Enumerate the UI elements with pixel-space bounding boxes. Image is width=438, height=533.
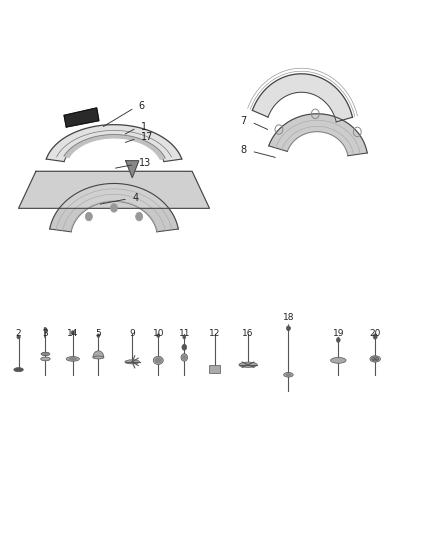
Ellipse shape: [153, 356, 163, 365]
Ellipse shape: [71, 330, 74, 335]
Text: 18: 18: [283, 313, 294, 322]
Text: 14: 14: [67, 329, 78, 338]
Text: 3: 3: [42, 329, 48, 338]
Polygon shape: [46, 125, 182, 161]
Text: 17: 17: [141, 133, 153, 142]
Ellipse shape: [136, 212, 143, 221]
Text: 6: 6: [139, 101, 145, 111]
Ellipse shape: [44, 328, 47, 332]
Ellipse shape: [182, 344, 187, 350]
Ellipse shape: [93, 356, 104, 359]
Text: 20: 20: [370, 329, 381, 338]
Ellipse shape: [181, 354, 187, 361]
Ellipse shape: [286, 326, 290, 330]
Polygon shape: [18, 171, 209, 208]
Text: 11: 11: [179, 329, 190, 338]
Ellipse shape: [85, 212, 92, 221]
Ellipse shape: [182, 355, 186, 360]
Text: 16: 16: [242, 329, 254, 338]
Text: 12: 12: [209, 329, 220, 338]
Ellipse shape: [331, 358, 346, 364]
Text: 1: 1: [141, 122, 147, 132]
Polygon shape: [64, 134, 165, 159]
Ellipse shape: [41, 352, 50, 356]
Ellipse shape: [41, 357, 50, 361]
Ellipse shape: [155, 358, 162, 363]
Polygon shape: [269, 114, 367, 156]
Ellipse shape: [239, 362, 257, 367]
Ellipse shape: [14, 368, 23, 372]
Ellipse shape: [17, 335, 20, 339]
Ellipse shape: [373, 334, 377, 339]
Ellipse shape: [66, 357, 79, 361]
Text: 4: 4: [132, 193, 138, 203]
Text: 5: 5: [95, 329, 101, 338]
Text: 13: 13: [139, 158, 151, 168]
Ellipse shape: [110, 204, 117, 212]
Ellipse shape: [125, 360, 140, 364]
Text: 7: 7: [240, 116, 246, 126]
Text: 10: 10: [152, 329, 164, 338]
Ellipse shape: [157, 334, 160, 337]
Ellipse shape: [286, 373, 291, 376]
Polygon shape: [50, 183, 178, 232]
Polygon shape: [64, 108, 99, 127]
Wedge shape: [93, 351, 104, 358]
Text: 2: 2: [16, 329, 21, 338]
Ellipse shape: [370, 356, 381, 362]
Ellipse shape: [336, 338, 340, 342]
Text: 8: 8: [240, 145, 246, 155]
Text: 19: 19: [332, 329, 344, 338]
Ellipse shape: [284, 373, 293, 377]
Ellipse shape: [97, 334, 100, 337]
Ellipse shape: [372, 357, 378, 361]
Text: 9: 9: [129, 329, 135, 338]
Ellipse shape: [69, 358, 77, 360]
Ellipse shape: [183, 335, 186, 339]
Polygon shape: [252, 74, 353, 122]
FancyBboxPatch shape: [209, 365, 220, 373]
Polygon shape: [126, 161, 139, 177]
